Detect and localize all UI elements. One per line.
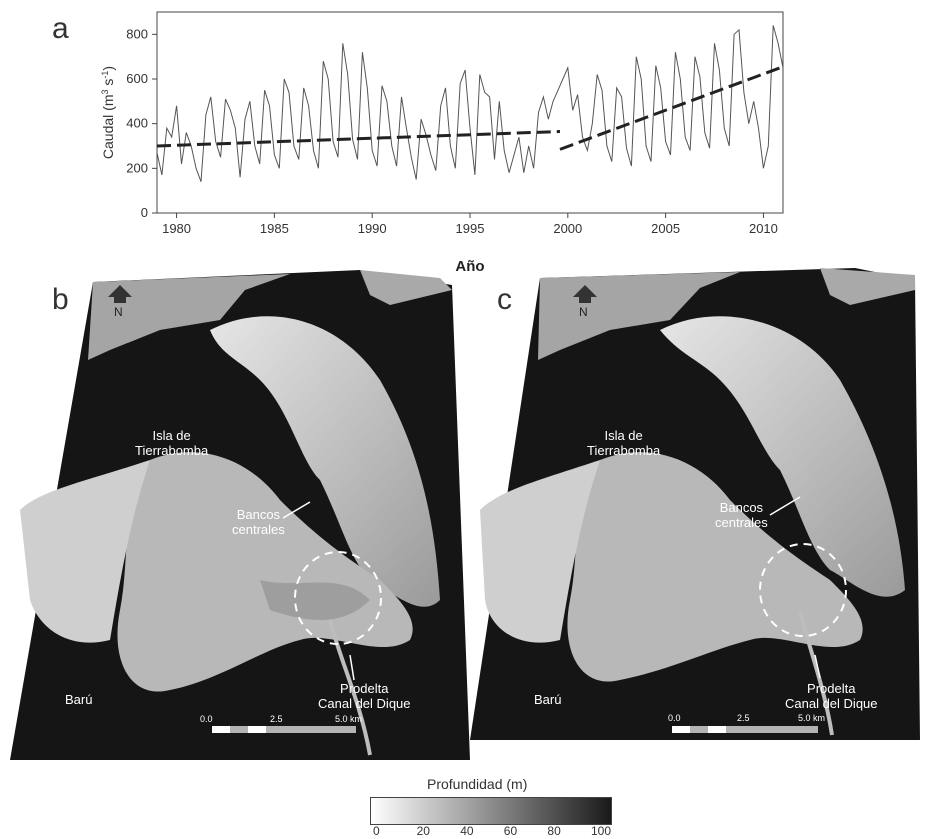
- scale-0-c: 0.0: [668, 713, 681, 723]
- x-axis-label: Año: [455, 258, 484, 275]
- depth-legend-tick: 60: [503, 824, 518, 838]
- scale-0-b: 0.0: [200, 714, 213, 724]
- y-tick-label: 800: [126, 26, 148, 41]
- panel-letter-b: b: [52, 283, 69, 316]
- banks-label-c: Bancos centrales: [715, 500, 768, 530]
- x-tick-label: 1990: [358, 221, 387, 236]
- x-tick-label: 2010: [749, 221, 778, 236]
- depth-legend-title: Profundidad (m): [427, 776, 528, 792]
- x-tick-label: 1980: [162, 221, 191, 236]
- scale-25-b: 2.5: [270, 714, 283, 724]
- bathymetry-map-b: [10, 270, 470, 760]
- y-axis-label: Caudal (m3 s-1): [100, 66, 116, 159]
- prodelta-label-c: Prodelta Canal del Dique: [785, 681, 878, 711]
- depth-legend-tick: 0: [373, 824, 380, 838]
- y-tick-label: 400: [126, 116, 148, 131]
- trend-line-1: [156, 129, 561, 148]
- scale-50-c: 5.0 km: [798, 713, 826, 723]
- depth-legend-tick: 100: [591, 824, 612, 838]
- depth-legend-tick: 80: [547, 824, 561, 838]
- y-tick-label: 0: [141, 205, 148, 220]
- panel-letter-a: a: [52, 12, 69, 45]
- discharge-series-line: [156, 25, 784, 182]
- baru-label-b: Barú: [65, 692, 93, 707]
- discharge-time-series-chart: 1980 1985 1990 1995 2000 2005 2010 0 200 400 600 80…: [100, 11, 784, 275]
- prodelta-label-b: Prodelta Canal del Dique: [318, 681, 411, 711]
- depth-legend-colorbar: [370, 797, 612, 825]
- scale-25-c: 2.5: [737, 713, 750, 723]
- north-label-b: N: [114, 305, 123, 319]
- banks-label-b: Bancos centrales: [232, 507, 285, 537]
- x-tick-label: 2005: [651, 221, 680, 236]
- depth-legend-tick: 40: [460, 824, 474, 838]
- y-tick-label: 200: [126, 160, 148, 175]
- depth-legend-tick: 20: [416, 824, 430, 838]
- island-label-b: Isla de Tierrabomba: [135, 428, 209, 458]
- bathymetry-map-c: [470, 268, 920, 740]
- x-tick-label: 1985: [260, 221, 289, 236]
- panel-letter-c: c: [497, 283, 512, 316]
- island-label-c: Isla de Tierrabomba: [587, 428, 661, 458]
- scale-50-b: 5.0 km: [335, 714, 363, 724]
- baru-label-c: Barú: [534, 692, 562, 707]
- x-tick-label: 1995: [456, 221, 485, 236]
- north-label-c: N: [579, 305, 588, 319]
- x-tick-label: 2000: [553, 221, 582, 236]
- y-tick-label: 600: [126, 71, 148, 86]
